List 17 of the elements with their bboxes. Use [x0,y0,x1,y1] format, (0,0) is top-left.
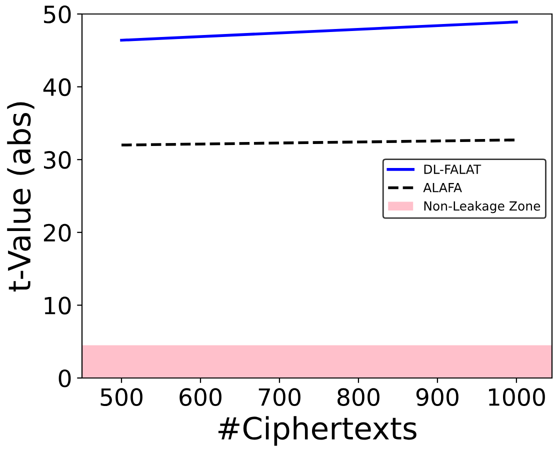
y-tick-label: 10 [44,296,71,315]
legend-label: ALAFA [423,183,462,192]
y-tick-label: 30 [44,151,71,169]
x-tick-label: 1000 [489,388,545,406]
y-tick-label: 40 [43,78,71,96]
x-tick-label: 700 [258,388,300,406]
legend-label: DL-FALAT [424,164,482,174]
x-tick-label: 500 [100,388,142,406]
y-tick-label: 50 [44,5,71,24]
x-tick-label: 900 [416,388,458,406]
y-axis-title: t-Value (abs) [7,102,34,292]
y-tick-label: 0 [58,369,71,388]
legend-label: Non-Leakage Zone [424,201,540,214]
x-tick-label: 800 [338,388,380,406]
x-tick-label: 600 [180,388,222,406]
y-tick-label: 20 [44,224,71,242]
x-axis-title: #Ciphertexts [218,416,416,446]
